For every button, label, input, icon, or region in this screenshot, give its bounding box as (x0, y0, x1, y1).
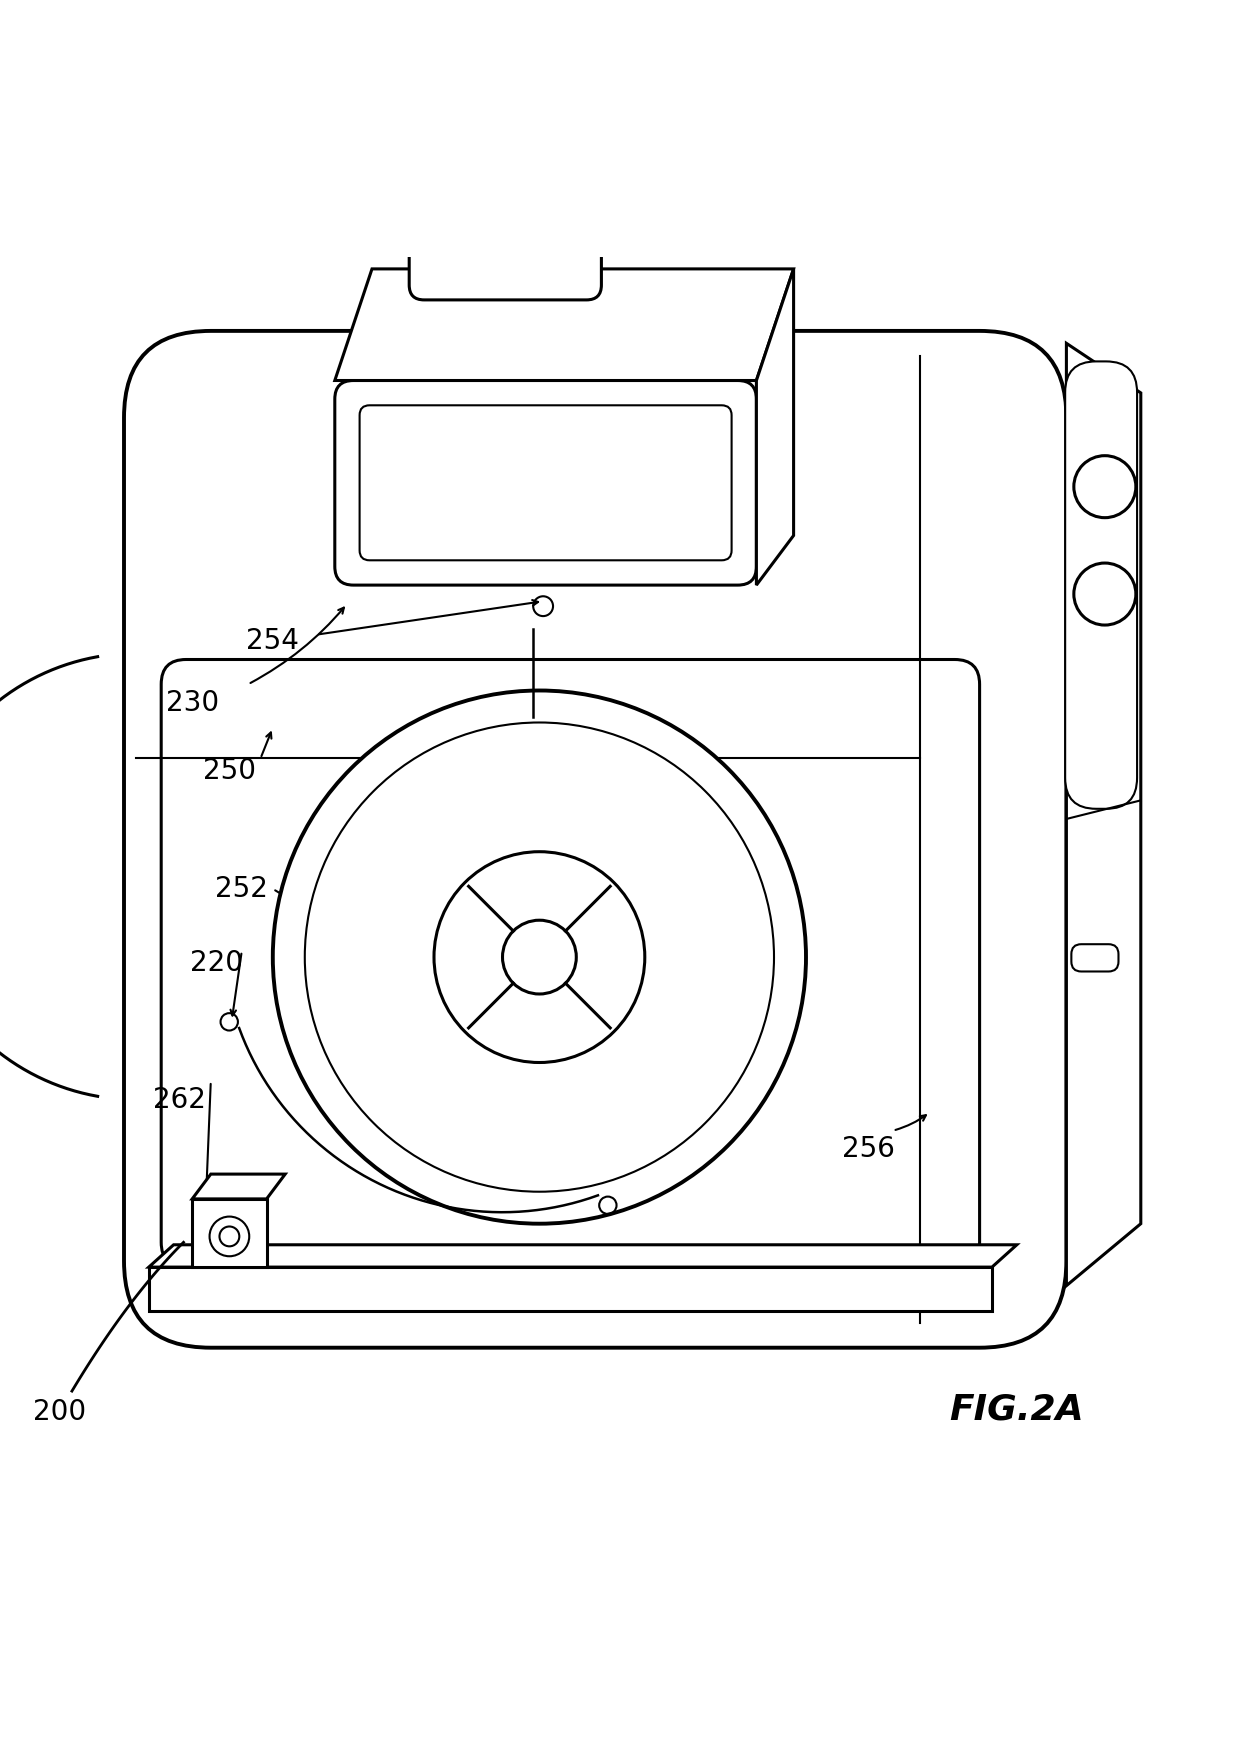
FancyBboxPatch shape (124, 331, 1066, 1348)
Circle shape (219, 1227, 239, 1246)
FancyBboxPatch shape (1071, 945, 1118, 971)
Circle shape (273, 691, 806, 1224)
Polygon shape (1066, 344, 1141, 1285)
Polygon shape (192, 1199, 267, 1267)
Text: 220: 220 (191, 950, 243, 978)
Text: 254: 254 (247, 628, 299, 656)
Circle shape (434, 852, 645, 1062)
FancyBboxPatch shape (161, 659, 980, 1267)
Polygon shape (149, 1245, 1017, 1267)
Circle shape (305, 722, 774, 1192)
Text: 240: 240 (513, 1190, 565, 1218)
Polygon shape (756, 268, 794, 586)
Circle shape (502, 920, 577, 994)
Text: FIG.2A: FIG.2A (950, 1392, 1084, 1427)
Text: 230: 230 (166, 689, 218, 717)
Text: 264: 264 (489, 286, 541, 314)
Circle shape (1074, 563, 1136, 626)
Polygon shape (192, 1175, 285, 1199)
Text: 256: 256 (842, 1136, 894, 1164)
FancyBboxPatch shape (1065, 361, 1137, 808)
FancyBboxPatch shape (335, 380, 756, 586)
Text: 262: 262 (154, 1085, 206, 1113)
Text: 210: 210 (315, 819, 367, 847)
Circle shape (1074, 456, 1136, 517)
Text: 200: 200 (33, 1399, 86, 1427)
Polygon shape (335, 268, 794, 380)
Text: 250: 250 (203, 757, 255, 785)
Circle shape (210, 1217, 249, 1257)
Text: 252: 252 (216, 875, 268, 903)
Polygon shape (149, 1267, 992, 1311)
FancyBboxPatch shape (409, 231, 601, 300)
